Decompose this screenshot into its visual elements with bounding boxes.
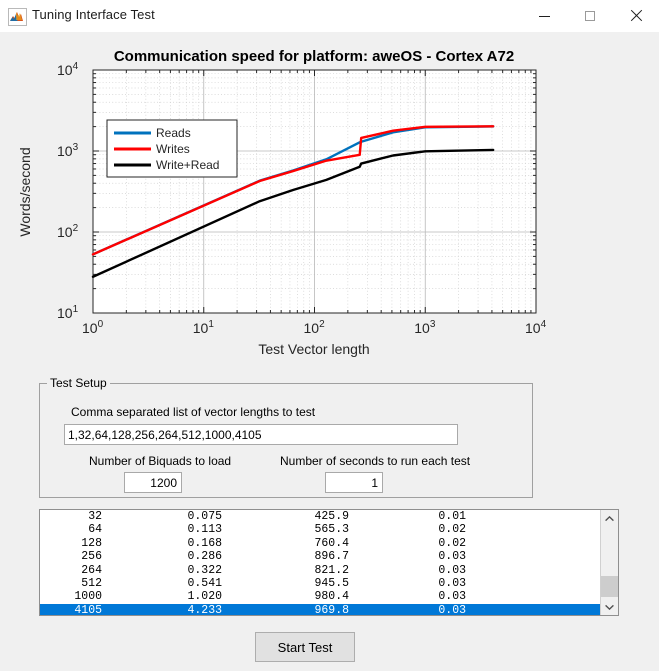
communication-speed-chart: 100 101 102 103 104 101 102 103 104 Reads Writes…: [0, 32, 659, 372]
table-cell: 1.020: [187, 590, 222, 604]
chart-x-axis-label: Test Vector length: [258, 341, 369, 357]
table-cell: 0.113: [187, 523, 222, 537]
table-cell: 0.286: [187, 550, 222, 564]
table-cell: 32: [88, 510, 102, 523]
scroll-up-icon[interactable]: [601, 510, 618, 527]
table-cell: 0.541: [187, 576, 222, 590]
table-row[interactable]: 32 0.075 425.9 0.01: [40, 510, 602, 523]
table-cell: 945.5: [314, 576, 349, 590]
table-row[interactable]: 1000 1.020 980.4 0.03: [40, 590, 602, 603]
window-title: Tuning Interface Test: [32, 7, 155, 22]
table-cell: 425.9: [314, 510, 349, 523]
table-cell: 1000: [74, 590, 102, 604]
table-cell: 0.02: [438, 523, 466, 537]
table-cell: 896.7: [314, 550, 349, 564]
table-cell: 264: [81, 563, 102, 577]
table-row[interactable]: 64 0.113 565.3 0.02: [40, 523, 602, 536]
table-cell: 0.075: [187, 510, 222, 523]
test-setup-legend-label: Test Setup: [47, 376, 110, 390]
vector-list-input[interactable]: [64, 424, 458, 445]
table-cell: 256: [81, 550, 102, 564]
table-row[interactable]: 256 0.286 896.7 0.03: [40, 550, 602, 563]
biquads-label: Number of Biquads to load: [89, 454, 232, 468]
chart-y-axis-label: Words/second: [17, 147, 33, 236]
table-row[interactable]: 128 0.168 760.4 0.02: [40, 537, 602, 550]
table-cell: 760.4: [314, 536, 349, 550]
table-cell: 4105: [74, 603, 102, 616]
scrollbar-thumb[interactable]: [601, 576, 618, 597]
start-test-button[interactable]: Start Test: [255, 632, 355, 662]
close-icon[interactable]: [613, 0, 659, 31]
table-cell: 128: [81, 536, 102, 550]
table-cell: 512: [81, 576, 102, 590]
svg-text:Reads: Reads: [156, 126, 191, 140]
seconds-input[interactable]: [325, 472, 383, 493]
seconds-label: Number of seconds to run each test: [280, 454, 471, 468]
svg-text:Writes: Writes: [156, 142, 190, 156]
matlab-membrane-icon: [8, 8, 27, 26]
table-row[interactable]: 264 0.322 821.2 0.03: [40, 564, 602, 577]
table-row[interactable]: 4105 4.233 969.8 0.03: [40, 603, 602, 616]
table-cell: 0.02: [438, 536, 466, 550]
maximize-icon[interactable]: [567, 0, 613, 31]
table-cell: 4.233: [187, 603, 222, 616]
chart-title: Communication speed for platform: aweOS …: [114, 48, 514, 65]
table-cell: 0.03: [438, 576, 466, 590]
table-cell: 980.4: [314, 590, 349, 604]
table-cell: 969.8: [314, 603, 349, 616]
chart-series-write-read: [91, 148, 495, 278]
biquads-input[interactable]: [124, 472, 182, 493]
vector-list-label: Comma separated list of vector lengths t…: [71, 405, 316, 419]
scroll-down-icon[interactable]: [601, 598, 618, 615]
svg-text:Write+Read: Write+Read: [156, 158, 219, 172]
table-cell: 64: [88, 523, 102, 537]
chart-legend: Reads Writes Write+Read: [106, 119, 238, 178]
table-cell: 0.168: [187, 536, 222, 550]
table-row[interactable]: 512 0.541 945.5 0.03: [40, 577, 602, 590]
results-scrollbar[interactable]: [600, 510, 618, 615]
results-list[interactable]: 32 0.075 425.9 0.01 64 0.113 565.3 0.02 128 0.168…: [39, 509, 619, 616]
title-bar: Tuning Interface Test: [0, 0, 659, 33]
table-cell: 0.01: [438, 510, 466, 523]
minimize-icon[interactable]: [521, 0, 567, 31]
table-cell: 0.03: [438, 550, 466, 564]
table-cell: 565.3: [314, 523, 349, 537]
chart-series-writes: [91, 125, 495, 256]
table-cell: 821.2: [314, 563, 349, 577]
results-rows-container: 32 0.075 425.9 0.01 64 0.113 565.3 0.02 128 0.168…: [40, 510, 602, 616]
table-cell: 0.322: [187, 563, 222, 577]
table-cell: 0.03: [438, 590, 466, 604]
test-setup-panel: Test Setup Comma separated list of vecto…: [39, 376, 533, 498]
table-cell: 0.03: [438, 563, 466, 577]
table-cell: 0.03: [438, 603, 466, 616]
